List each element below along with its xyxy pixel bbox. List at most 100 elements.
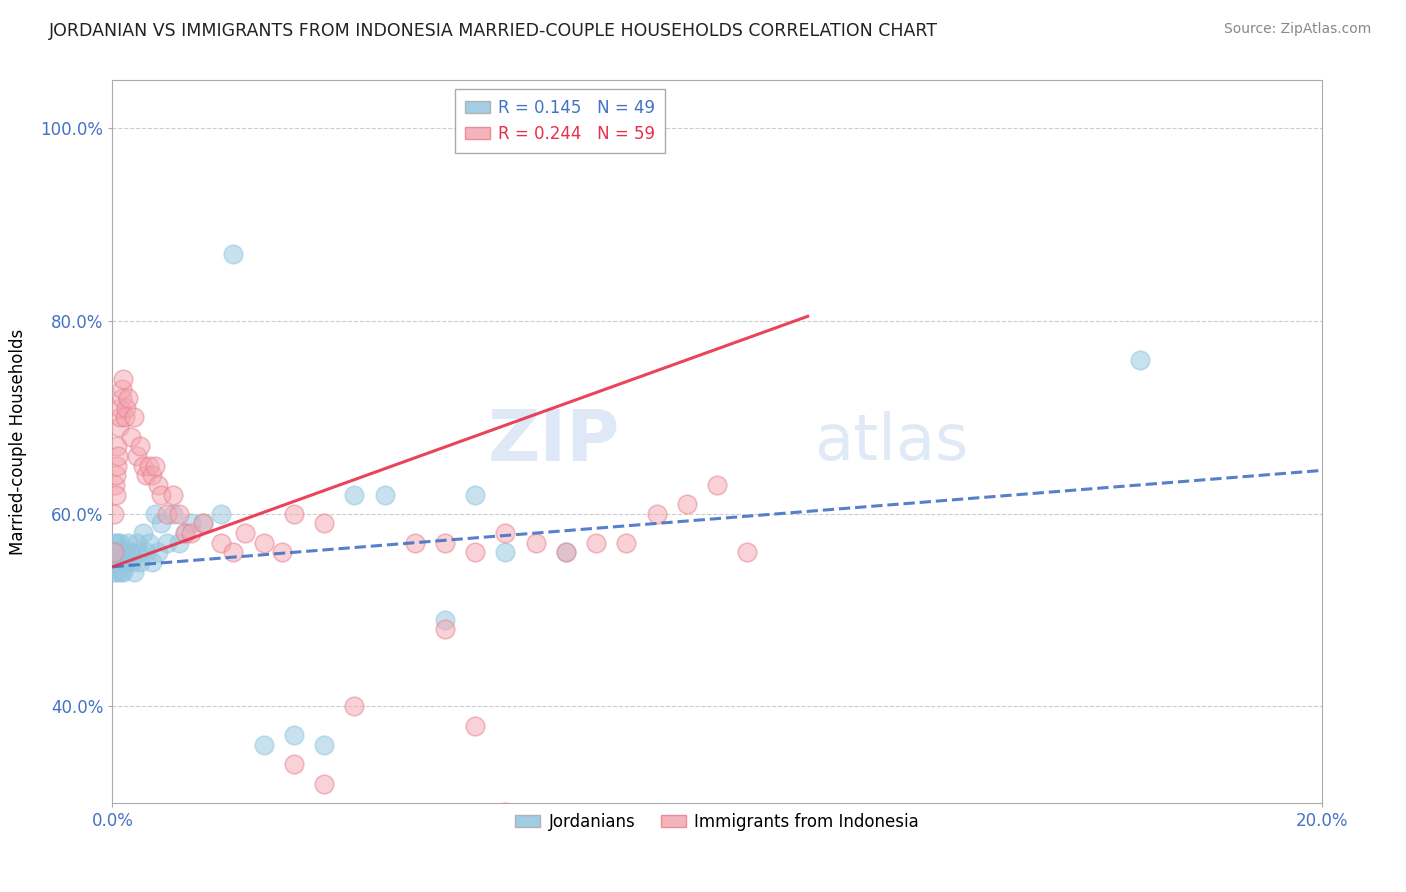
Point [105,535,128,549]
Point [433,613,456,627]
Point [253,738,276,752]
Point [104,555,127,569]
Point [524,535,547,549]
Point [104,487,127,501]
Point [110,401,132,415]
Point [554,545,576,559]
Point [105,545,128,559]
Point [105,439,128,453]
Point [404,535,426,549]
Point [191,516,214,531]
Point [314,776,336,790]
Point [675,497,697,511]
Point [125,449,148,463]
Point [103,565,125,579]
Point [167,507,190,521]
Point [180,516,202,531]
Point [314,738,336,752]
Point [146,478,169,492]
Point [146,545,169,559]
Point [149,487,172,501]
Point [209,535,232,549]
Point [737,545,759,559]
Text: Source: ZipAtlas.com: Source: ZipAtlas.com [1223,22,1371,37]
Point [114,401,136,415]
Point [222,545,245,559]
Point [343,487,366,501]
Point [105,565,128,579]
Point [112,565,135,579]
Point [141,468,163,483]
Point [314,516,336,531]
Point [156,507,179,521]
Point [143,458,166,473]
Point [283,757,305,772]
Point [128,439,150,453]
Point [122,410,145,425]
Point [209,507,232,521]
Point [107,449,129,463]
Point [495,805,517,820]
Point [117,535,139,549]
Point [127,545,149,559]
Point [110,391,132,405]
Point [283,507,305,521]
Point [167,535,190,549]
Point [149,516,172,531]
Point [120,430,142,444]
Point [125,535,148,549]
Point [222,246,245,260]
Point [108,555,131,569]
Point [138,458,160,473]
Point [108,410,131,425]
Point [135,545,157,559]
Point [464,719,486,733]
Text: atlas: atlas [814,410,969,473]
Point [122,565,145,579]
Point [162,487,184,501]
Point [433,623,456,637]
Point [141,555,163,569]
Y-axis label: Married-couple Households: Married-couple Households [8,328,27,555]
Point [110,565,132,579]
Point [117,391,139,405]
Point [103,545,125,559]
Point [706,478,728,492]
Point [107,545,129,559]
Point [104,478,127,492]
Point [135,468,157,483]
Point [180,526,202,541]
Text: ZIP: ZIP [488,407,620,476]
Point [156,535,179,549]
Point [110,545,132,559]
Point [1129,352,1152,367]
Point [114,555,136,569]
Point [132,458,155,473]
Point [174,526,197,541]
Point [112,372,135,386]
Point [253,535,276,549]
Point [616,535,638,549]
Point [374,487,396,501]
Point [495,526,517,541]
Point [433,535,456,549]
Legend: Jordanians, Immigrants from Indonesia: Jordanians, Immigrants from Indonesia [509,806,925,838]
Point [111,555,134,569]
Point [235,526,257,541]
Point [103,545,125,559]
Point [110,535,132,549]
Point [283,728,305,742]
Point [138,535,160,549]
Point [343,699,366,714]
Point [495,545,517,559]
Point [191,516,214,531]
Point [121,555,143,569]
Point [120,545,142,559]
Point [585,535,607,549]
Point [114,545,136,559]
Point [554,545,576,559]
Point [143,507,166,521]
Point [114,410,136,425]
Point [464,487,486,501]
Point [103,507,125,521]
